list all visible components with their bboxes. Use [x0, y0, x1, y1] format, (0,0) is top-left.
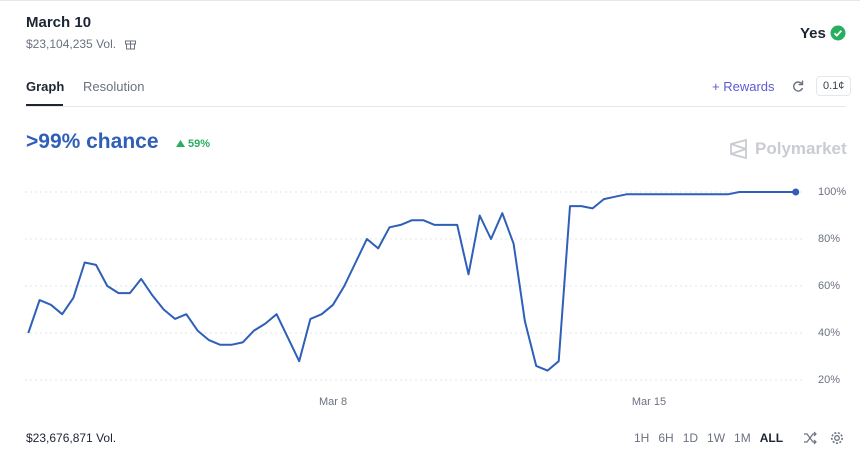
range-button[interactable]: 1D [682, 431, 699, 445]
footer-volume: $23,676,871 Vol. [26, 431, 117, 445]
range-button[interactable]: ALL [759, 431, 784, 445]
chance: >99% chance [26, 130, 159, 153]
brand-logo [730, 139, 747, 159]
rewards-button[interactable]: + Rewards [712, 79, 775, 94]
y-tick-label: 100% [818, 186, 846, 198]
y-tick-label: 40% [818, 327, 840, 339]
range-button[interactable]: 1H [634, 431, 650, 445]
range-button[interactable]: 1W [707, 431, 726, 445]
chart: 20% 40% 60% 80% 100% Mar 8 Mar 15 [25, 186, 846, 408]
up-triangle [176, 140, 185, 147]
x-tick-label: Mar 8 [319, 396, 347, 408]
settings-icon[interactable] [830, 431, 844, 445]
tab[interactable]: Graph [26, 79, 65, 94]
y-tick-label: 80% [818, 233, 840, 245]
tab[interactable]: Resolution [83, 79, 145, 94]
tab-underline [26, 104, 63, 106]
y-tick-label: 60% [818, 280, 840, 292]
chance-change: 59% [188, 138, 211, 150]
series-line [27, 191, 796, 372]
end-dot [792, 188, 800, 196]
header-volume: $23,104,235 Vol. [26, 37, 117, 51]
gift-icon [125, 40, 136, 50]
y-tick-label: 20% [818, 374, 840, 386]
top-border [0, 0, 860, 1]
range-button[interactable]: 1M [734, 431, 751, 445]
outcome: Yes [800, 25, 826, 42]
spread-badge[interactable]: 0.1¢ [816, 76, 852, 96]
x-tick-label: Mar 15 [632, 396, 666, 408]
range-buttons: 1H 6H 1D 1W 1M ALL [634, 431, 783, 445]
range-button[interactable]: 6H [658, 431, 674, 445]
tab-divider [26, 106, 846, 107]
check-icon [830, 25, 846, 41]
brand: Polymarket [755, 139, 847, 158]
market-title: March 10 [26, 14, 92, 31]
refresh-icon[interactable] [791, 79, 805, 93]
shuffle-icon[interactable] [803, 431, 817, 445]
